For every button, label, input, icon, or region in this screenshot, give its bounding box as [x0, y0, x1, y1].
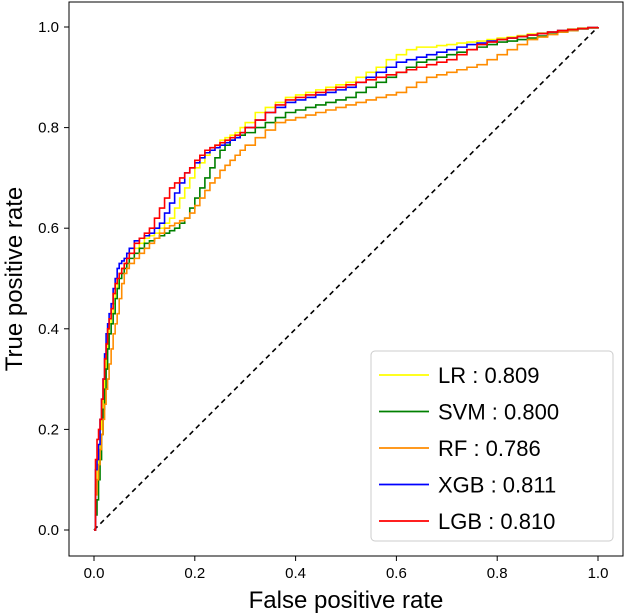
y-axis-label: True positive rate: [1, 187, 28, 372]
legend-label-lr: LR : 0.809: [438, 363, 540, 388]
y-axis-ticks: 0.0 0.2 0.4 0.6 0.8 1.0: [38, 19, 69, 539]
reference-diagonal-line: [93, 26, 599, 531]
series-line-lgb: [94, 26, 599, 531]
x-tick-label: 0.4: [285, 565, 306, 582]
series-line-rf: [94, 27, 599, 531]
series-layer: [94, 26, 599, 531]
x-tick-label: 0.2: [184, 565, 205, 582]
legend-label-lgb: LGB : 0.810: [438, 509, 555, 534]
y-tick-label: 0.8: [38, 120, 59, 137]
y-tick-label: 0.0: [38, 522, 59, 539]
legend: LR : 0.809 SVM : 0.800 RF : 0.786 XGB : 0.8…: [370, 350, 614, 542]
legend-label-xgb: XGB : 0.811: [438, 473, 556, 498]
y-tick-label: 0.4: [38, 321, 59, 338]
axes-frame: [68, 1, 624, 557]
y-tick-label: 0.2: [38, 421, 59, 438]
legend-label-svm: SVM : 0.800: [438, 400, 559, 425]
x-tick-label: 0.6: [386, 565, 407, 582]
legend-label-rf: RF : 0.786: [438, 436, 541, 461]
series-line-xgb: [94, 26, 599, 531]
x-tick-label: 1.0: [588, 565, 609, 582]
x-tick-label: 0.8: [487, 565, 508, 582]
plot-area: [68, 1, 624, 557]
x-axis-label: False positive rate: [249, 587, 444, 614]
x-tick-label: 0.0: [84, 565, 105, 582]
legend-items: LR : 0.809 SVM : 0.800 RF : 0.786 XGB : 0.8…: [379, 363, 559, 534]
y-tick-label: 1.0: [38, 19, 59, 36]
legend-box: [370, 350, 614, 542]
y-tick-label: 0.6: [38, 220, 59, 237]
x-axis-ticks: 0.0 0.2 0.4 0.6 0.8 1.0: [84, 556, 609, 582]
